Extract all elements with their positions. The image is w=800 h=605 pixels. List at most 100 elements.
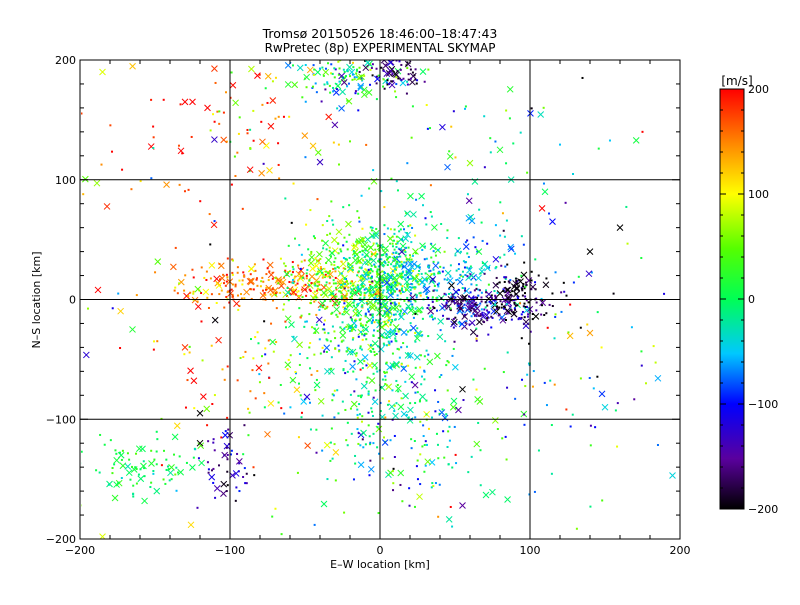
x-axis-label: E–W location [km] <box>330 558 430 571</box>
data-point-dot <box>322 323 325 326</box>
data-point-dot <box>299 394 302 397</box>
data-point-dot <box>383 272 386 275</box>
data-point-dot <box>395 83 398 86</box>
data-point-dot <box>417 283 420 286</box>
data-point-dot <box>155 450 158 453</box>
data-point-dot <box>193 407 196 410</box>
data-point-dot <box>403 228 406 231</box>
data-point-dot <box>346 421 349 424</box>
data-point-dot <box>337 242 340 245</box>
data-point-dot <box>410 277 413 280</box>
data-point-dot <box>452 299 455 302</box>
data-point-dot <box>120 458 123 461</box>
data-point-dot <box>305 223 308 226</box>
data-point-dot <box>454 156 457 159</box>
data-point-dot <box>436 309 439 312</box>
data-point-dot <box>479 449 482 452</box>
data-point-dot <box>189 291 192 294</box>
data-point-cross <box>466 301 474 308</box>
data-point-dot <box>495 296 498 299</box>
data-point-dot <box>163 449 166 452</box>
data-point-dot <box>560 291 563 294</box>
data-point-dot <box>337 303 340 306</box>
data-point-dot <box>476 296 479 299</box>
data-point-dot <box>389 237 392 240</box>
data-point-dot <box>298 307 301 310</box>
data-point-dot <box>347 347 350 350</box>
data-point-dot <box>371 226 374 229</box>
data-point-dot <box>476 334 479 337</box>
data-point-dot <box>373 329 376 332</box>
data-point-dot <box>427 304 430 307</box>
data-point-cross <box>419 68 427 75</box>
data-point-dot <box>121 168 124 171</box>
data-point-dot <box>466 239 469 242</box>
data-point-dot <box>296 282 299 285</box>
data-point-dot <box>353 319 356 322</box>
data-point-dot <box>333 260 336 263</box>
data-point-dot <box>485 289 488 292</box>
data-point-dot <box>504 318 507 321</box>
data-point-dot <box>377 319 380 322</box>
data-point-dot <box>520 235 523 238</box>
data-point-dot <box>405 64 408 67</box>
data-point-dot <box>225 280 228 283</box>
data-point-cross <box>335 228 343 236</box>
data-point-dot <box>381 270 384 273</box>
data-point-dot <box>384 262 387 265</box>
data-point-dot <box>367 263 370 266</box>
data-point-dot <box>410 438 413 441</box>
data-point-dot <box>436 289 439 292</box>
data-point-dot <box>214 496 217 499</box>
data-point-dot <box>207 468 210 471</box>
data-point-dot <box>318 288 321 291</box>
data-point-dot <box>530 107 533 110</box>
data-point-dot <box>400 289 403 292</box>
data-point-dot <box>353 299 356 302</box>
data-point-dot <box>448 150 451 153</box>
data-point-dot <box>380 286 383 289</box>
data-point-dot <box>488 266 491 269</box>
data-point-dot <box>528 493 531 496</box>
data-point-dot <box>237 308 240 311</box>
data-point-dot <box>554 313 557 316</box>
data-point-dot <box>433 284 436 287</box>
data-point-dot <box>315 451 318 454</box>
data-point-cross <box>93 179 101 187</box>
data-point-dot <box>402 342 405 345</box>
data-point-dot <box>305 274 308 277</box>
data-point-dot <box>340 291 343 294</box>
data-point-dot <box>403 249 406 252</box>
data-point-dot <box>150 177 153 180</box>
data-point-dot <box>390 263 393 266</box>
data-point-dot <box>349 407 352 410</box>
y-tick-label: 0 <box>69 294 76 307</box>
data-point-dot <box>391 318 394 321</box>
data-point-dot <box>359 394 362 397</box>
data-point-dot <box>414 307 417 310</box>
data-point-dot <box>468 267 471 270</box>
data-point-dot <box>370 275 373 278</box>
data-point-dot <box>340 260 343 263</box>
data-point-dot <box>432 318 435 321</box>
data-point-dot <box>548 303 551 306</box>
data-point-dot <box>325 338 328 341</box>
data-point-cross <box>450 397 458 405</box>
data-point-dot <box>411 71 414 74</box>
data-point-dot <box>462 399 465 402</box>
data-point-dot <box>335 313 338 316</box>
data-point-dot <box>223 378 226 381</box>
data-point-dot <box>188 345 191 348</box>
data-point-cross <box>449 403 457 411</box>
data-point-dot <box>427 296 430 299</box>
data-point-dot <box>237 132 240 135</box>
data-point-dot <box>230 71 233 74</box>
data-point-cross <box>368 377 376 384</box>
data-point-dot <box>413 505 416 508</box>
data-point-dot <box>514 292 517 295</box>
data-point-dot <box>429 269 432 272</box>
data-point-dot <box>479 272 482 275</box>
data-point-dot <box>357 442 360 445</box>
data-point-cross <box>135 445 143 453</box>
data-point-dot <box>350 288 353 291</box>
